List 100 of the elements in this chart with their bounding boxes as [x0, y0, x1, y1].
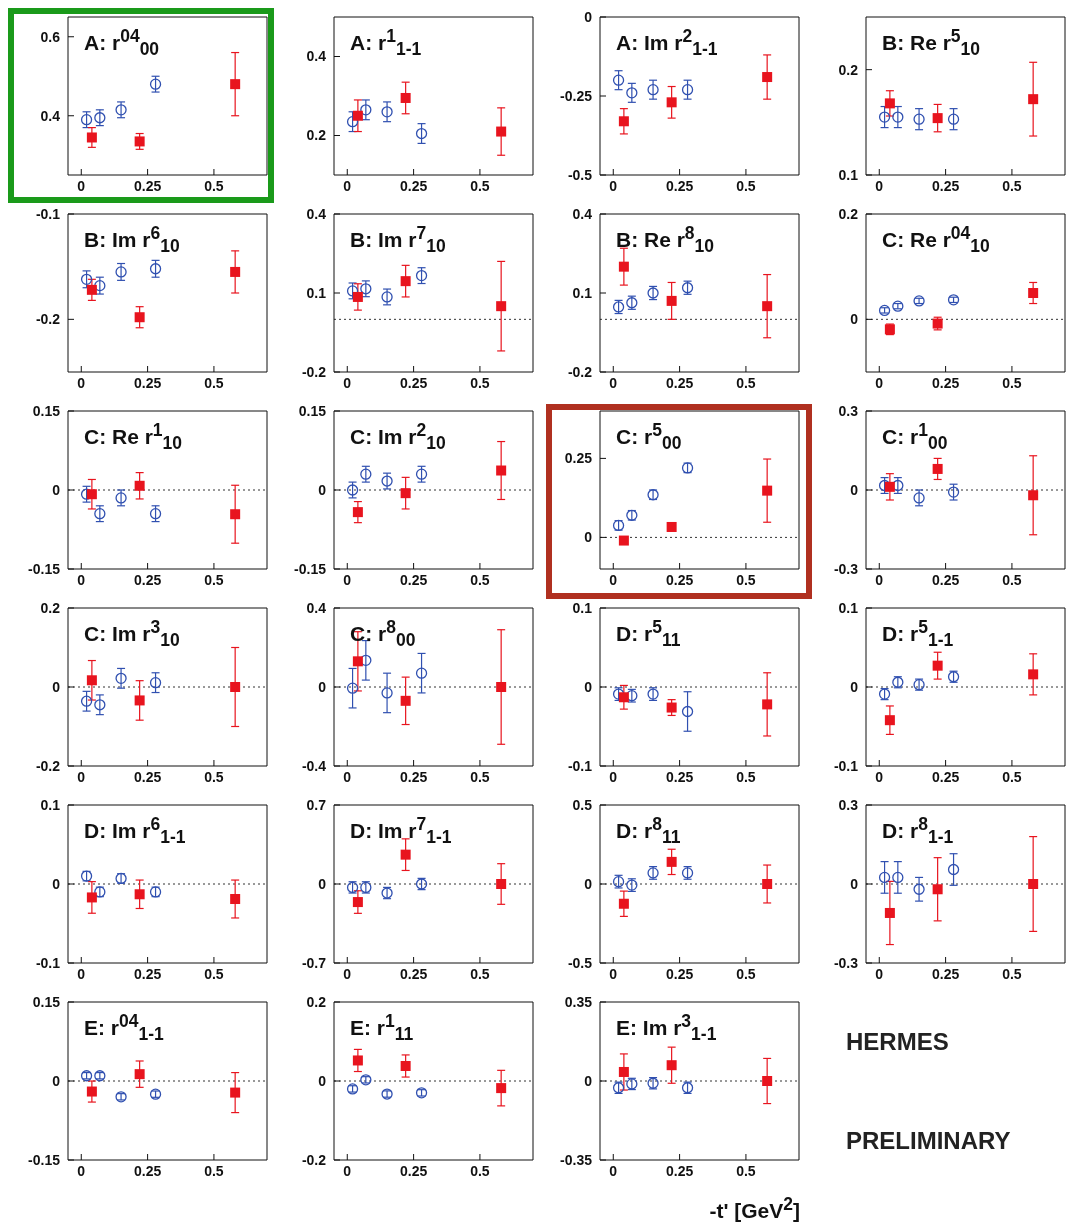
x-tick-label: 0.25 [665, 1162, 694, 1179]
point [94, 699, 106, 711]
point [618, 1066, 629, 1077]
point [626, 87, 638, 99]
y-tick-label: 0.15 [298, 402, 327, 419]
x-tick-label: 0 [609, 1162, 618, 1179]
x-tick-label: 0 [343, 1162, 352, 1179]
point [932, 463, 943, 474]
x-tick-label: 0.25 [399, 768, 428, 785]
point [134, 889, 145, 900]
x-tick-label: 0.25 [665, 177, 694, 194]
y-tick-label: 0 [584, 8, 593, 25]
point [400, 849, 411, 860]
x-tick-label: 0.25 [399, 571, 428, 588]
point [352, 507, 363, 518]
x-tick-label: 0.5 [470, 571, 490, 588]
point [352, 110, 363, 121]
x-tick-label: 0 [875, 374, 884, 391]
point [352, 897, 363, 908]
y-tick-label: -0.5 [567, 954, 593, 971]
point [878, 111, 891, 123]
point [134, 1069, 145, 1080]
y-tick-label: -0.2 [35, 757, 61, 774]
point [878, 871, 891, 884]
point [415, 667, 428, 679]
y-tick-label: 0.4 [306, 205, 327, 222]
point [400, 695, 411, 706]
point [762, 699, 773, 710]
x-tick-label: 0 [77, 768, 86, 785]
y-tick-label: 0 [318, 1072, 327, 1089]
y-tick-label: -0.5 [567, 166, 593, 183]
y-tick-label: 0.1 [572, 599, 593, 616]
x-tick-label: 0 [875, 571, 884, 588]
y-tick-label: 0.25 [564, 450, 593, 467]
x-tick-label: 0.5 [204, 768, 224, 785]
point [134, 480, 145, 491]
text: PRELIMINARY [846, 1126, 1012, 1155]
y-tick-label: -0.1 [35, 954, 61, 971]
x-tick-label: 0.25 [665, 374, 694, 391]
y-tick-label: 0.4 [306, 48, 327, 65]
y-tick-label: -0.15 [28, 1151, 61, 1168]
point [666, 521, 677, 532]
y-tick-label: -0.15 [294, 560, 327, 577]
point [932, 113, 943, 124]
point [149, 263, 162, 275]
y-tick-label: 0.5 [572, 796, 593, 813]
point [681, 705, 694, 718]
point [612, 74, 625, 86]
x-tick-label: 0 [875, 177, 884, 194]
point [134, 312, 145, 323]
point [415, 127, 428, 140]
x-tick-label: 0 [609, 768, 618, 785]
x-tick-label: 0.5 [204, 571, 224, 588]
x-tick-label: 0.5 [736, 177, 756, 194]
y-tick-label: 0 [850, 311, 859, 328]
point [400, 92, 411, 103]
y-tick-label: 0.3 [838, 796, 859, 813]
y-tick-label: 0.2 [306, 127, 327, 144]
x-tick-label: 0.5 [204, 374, 224, 391]
point [762, 72, 773, 83]
y-tick-label: 0.1 [40, 796, 61, 813]
point [496, 301, 507, 312]
point [762, 485, 773, 496]
point [666, 97, 677, 108]
y-tick-label: 0.1 [572, 284, 593, 301]
point [400, 276, 411, 287]
x-tick-label: 0.5 [470, 1162, 490, 1179]
y-tick-label: -0.1 [567, 757, 593, 774]
x-tick-label: 0 [609, 571, 618, 588]
y-tick-label: 0 [318, 481, 327, 498]
y-tick-label: 0.4 [306, 599, 327, 616]
point [884, 481, 895, 492]
x-tick-label: 0.5 [736, 768, 756, 785]
x-tick-label: 0.25 [665, 571, 694, 588]
point [681, 84, 694, 96]
x-tick-label: 0.25 [133, 768, 162, 785]
x-tick-label: 0.25 [931, 374, 960, 391]
point [1028, 879, 1039, 889]
point [496, 682, 507, 692]
y-tick-label: 0.3 [838, 402, 859, 419]
point [762, 879, 773, 889]
x-tick-label: 0.5 [736, 571, 756, 588]
y-tick-label: 0 [584, 529, 593, 546]
point [230, 79, 241, 90]
y-tick-label: 0.35 [564, 993, 593, 1010]
point [932, 884, 943, 895]
point [134, 136, 145, 147]
y-tick-label: 0 [584, 678, 593, 695]
y-tick-label: -0.1 [833, 757, 859, 774]
x-tick-label: 0 [343, 965, 352, 982]
y-tick-label: 0 [584, 875, 593, 892]
x-tick-label: 0 [77, 571, 86, 588]
point [892, 111, 904, 123]
y-tick-label: -0.2 [301, 1151, 327, 1168]
point [496, 879, 507, 889]
y-tick-label: 0.2 [40, 599, 61, 616]
point [360, 104, 372, 116]
y-tick-label: 0 [850, 481, 859, 498]
point [1028, 288, 1039, 298]
y-tick-label: 0.15 [32, 993, 61, 1010]
